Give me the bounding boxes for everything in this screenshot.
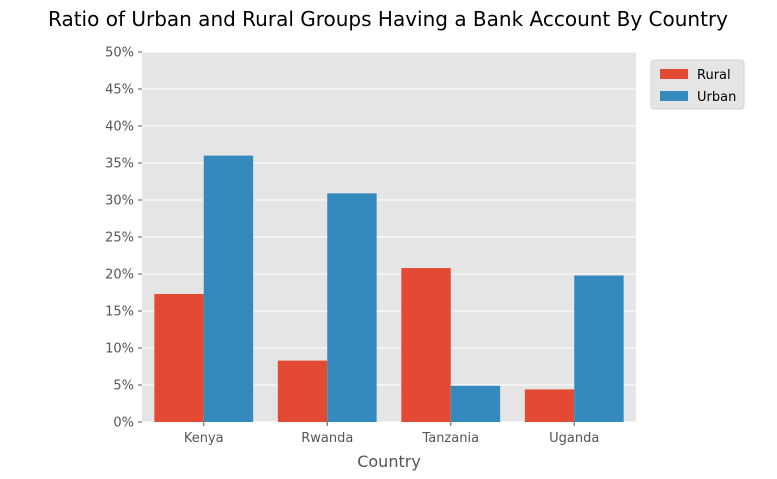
y-tick-label: 40%	[105, 120, 134, 135]
x-tick-label: Kenya	[184, 431, 224, 446]
y-tick-label: 15%	[105, 305, 134, 320]
bar-urban-rwanda	[327, 193, 377, 422]
y-tick-label: 45%	[105, 83, 134, 98]
y-tick-label: 25%	[105, 231, 134, 246]
x-tick-label: Tanzania	[421, 431, 479, 446]
legend: Rural Urban	[650, 59, 745, 110]
bar-urban-kenya	[203, 155, 254, 422]
chart-title: Ratio of Urban and Rural Groups Having a…	[48, 7, 728, 31]
bar-rural-uganda	[524, 389, 575, 422]
y-tick-label: 5%	[113, 379, 134, 394]
y-tick-label: 20%	[105, 268, 134, 283]
legend-swatch-rural	[660, 69, 688, 79]
bar-rural-rwanda	[277, 360, 328, 422]
y-tick-label: 35%	[105, 157, 134, 172]
legend-label-urban: Urban	[697, 90, 736, 105]
y-tick-label: 10%	[105, 342, 134, 357]
x-axis-ticks: Kenya Rwanda Tanzania Uganda	[184, 422, 599, 446]
legend-label-rural: Rural	[697, 68, 731, 83]
y-tick-label: 0%	[113, 416, 134, 431]
y-tick-label: 30%	[105, 194, 134, 209]
legend-swatch-urban	[660, 91, 688, 101]
bar-rural-kenya	[154, 293, 204, 422]
x-tick-label: Uganda	[549, 431, 599, 446]
x-tick-label: Rwanda	[301, 431, 353, 446]
bar-rural-tanzania	[401, 268, 451, 422]
bars	[154, 155, 624, 422]
bar-urban-uganda	[574, 275, 624, 422]
y-axis-ticks: 0% 5% 10% 15% 20% 25% 30% 35% 40% 45% 50%	[105, 46, 142, 431]
y-tick-label: 50%	[105, 46, 134, 61]
x-axis-label: Country	[357, 452, 421, 471]
bar-urban-tanzania	[450, 385, 501, 422]
